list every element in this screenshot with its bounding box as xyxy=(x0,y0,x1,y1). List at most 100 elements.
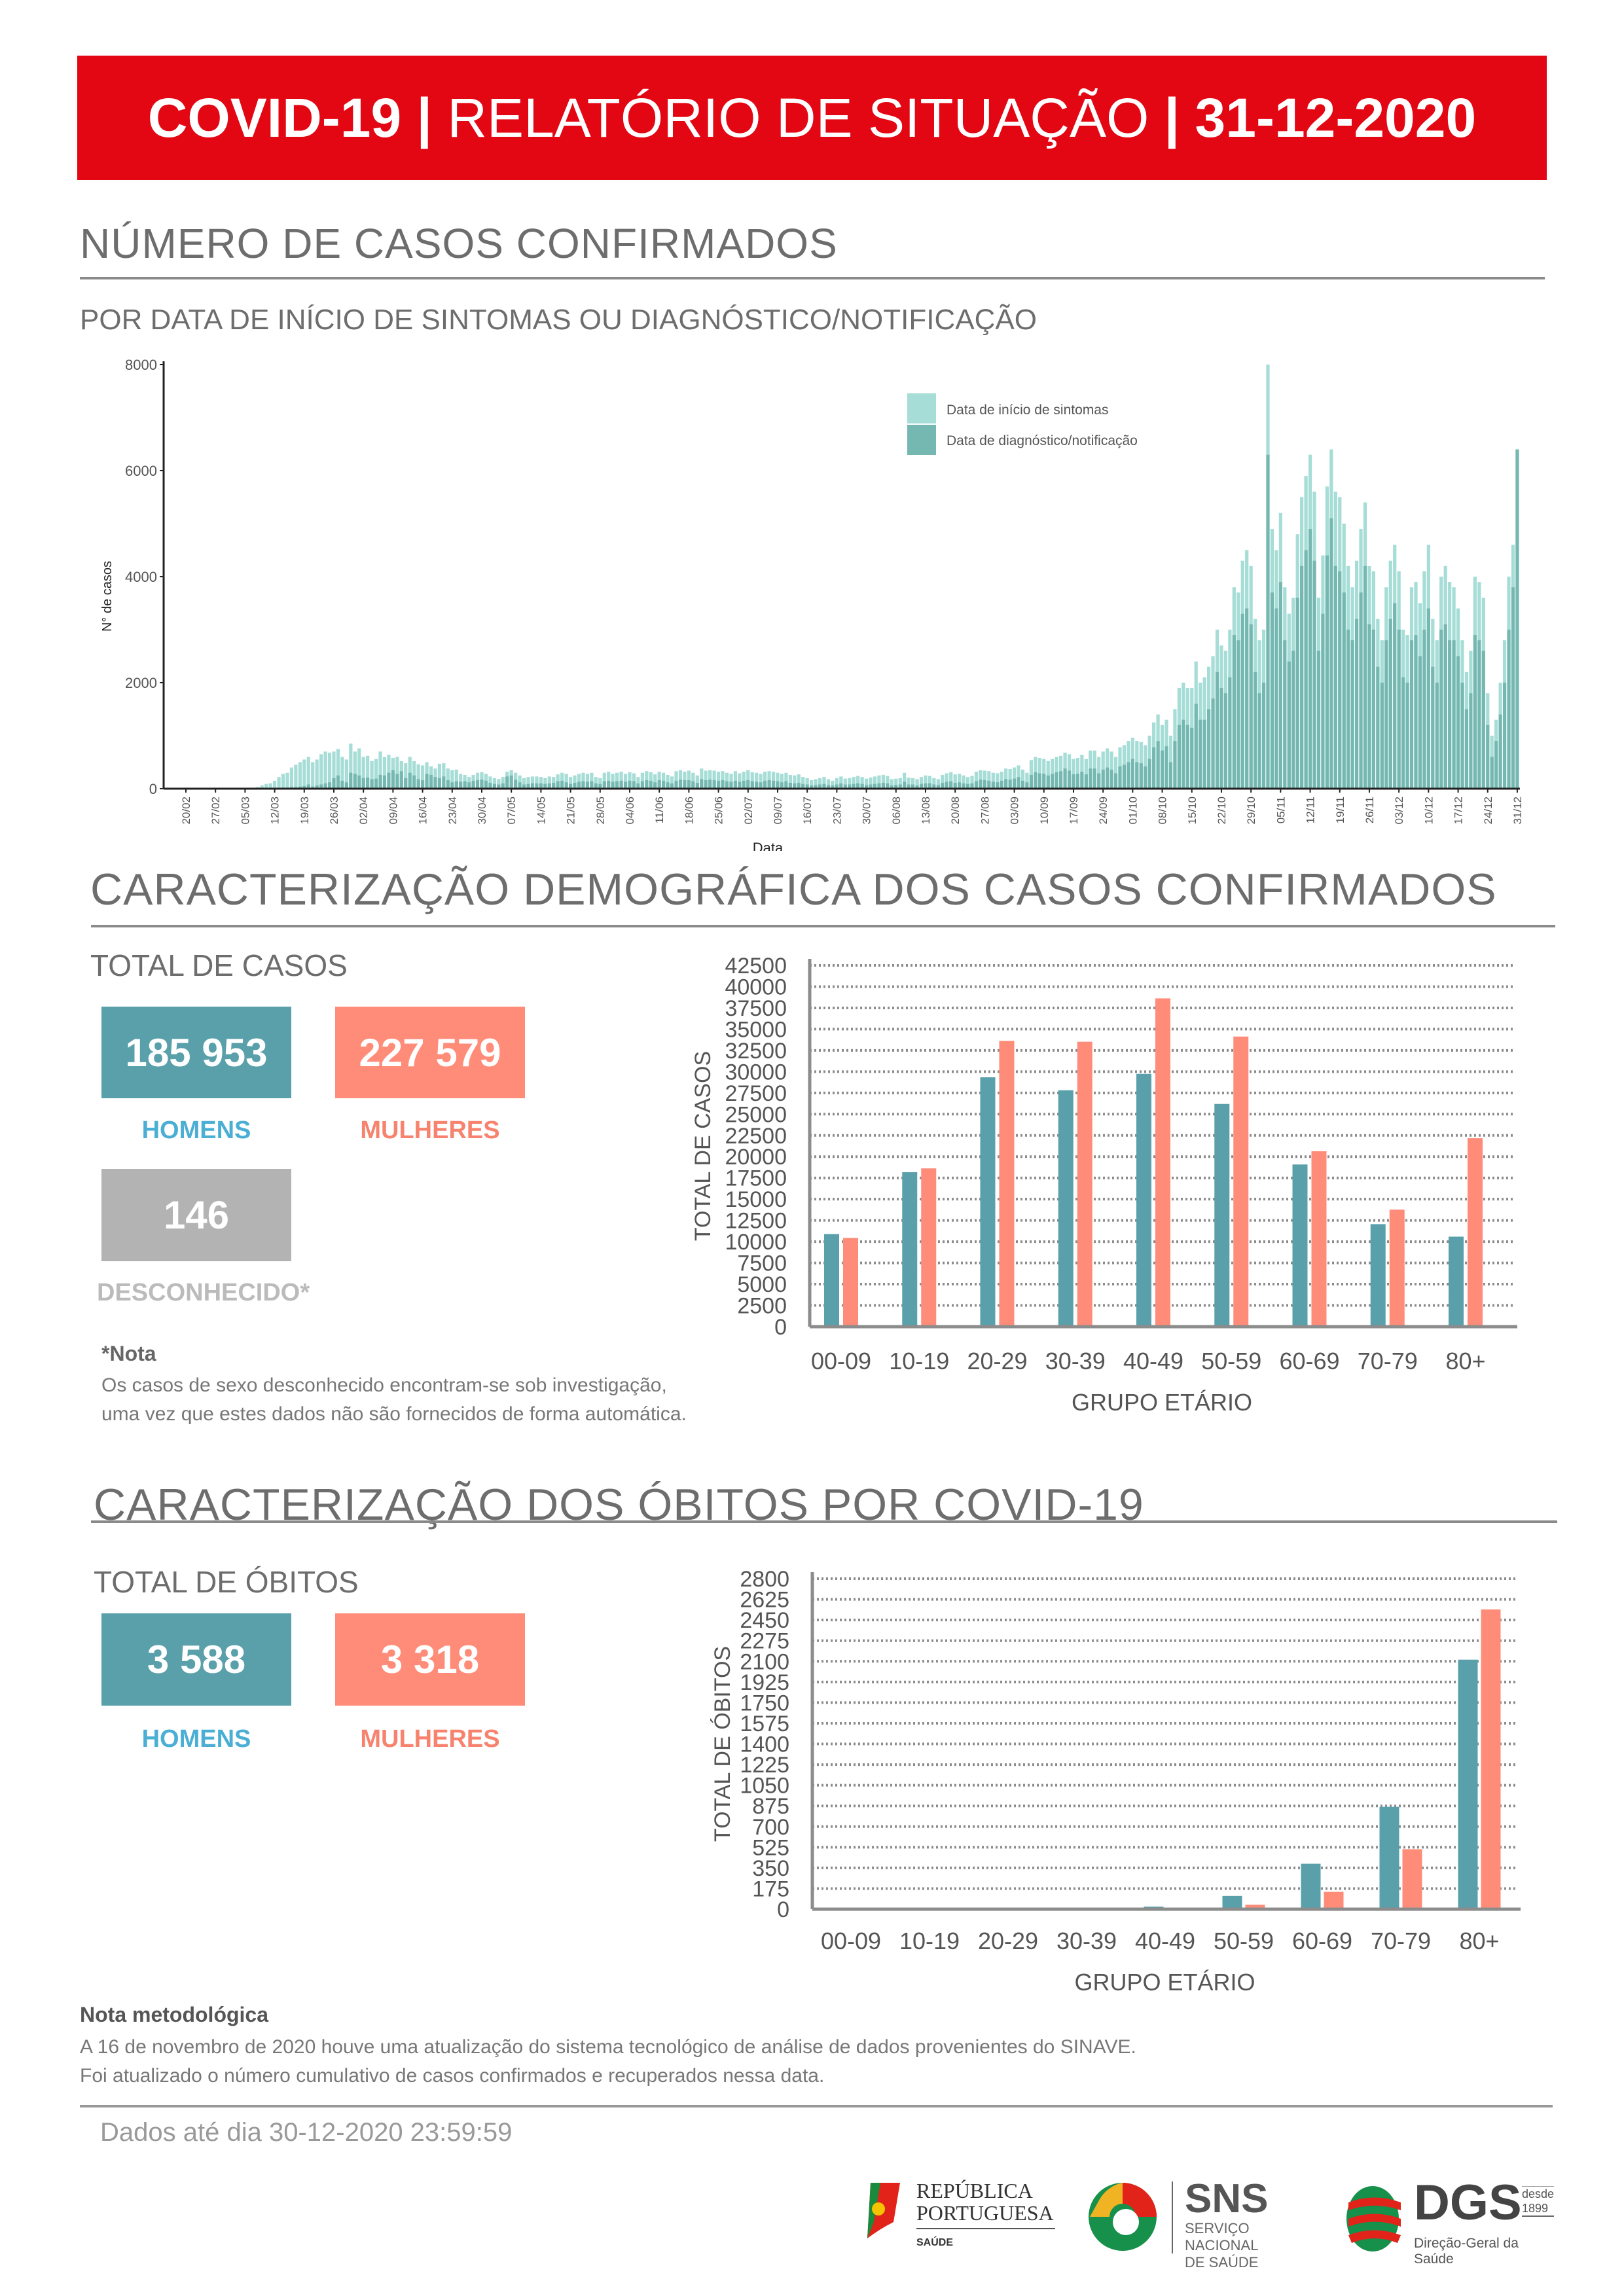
bar-symptom-onset xyxy=(497,779,501,789)
x-tick-label: 11/06 xyxy=(653,797,666,823)
bar-notification xyxy=(822,783,826,789)
bar-notification xyxy=(1046,775,1050,789)
bar-symptom-onset xyxy=(492,778,496,789)
bar-notification xyxy=(332,778,336,789)
y-tick-label: 2500 xyxy=(737,1294,787,1319)
bar-notification xyxy=(1168,762,1173,789)
bar-men xyxy=(980,1077,996,1327)
bar-notification xyxy=(1338,571,1342,789)
bar-symptom-onset xyxy=(552,777,556,789)
y-tick-label: 1400 xyxy=(740,1732,789,1757)
total-deaths-label: TOTAL DE ÓBITOS xyxy=(94,1565,359,1599)
x-tick-label: 21/05 xyxy=(565,797,577,825)
bar-notification xyxy=(1473,635,1477,789)
note-line: Os casos de sexo desconhecido encontram-… xyxy=(101,1374,667,1396)
bar-notification xyxy=(936,785,940,789)
x-tick-label: 31/12 xyxy=(1511,797,1524,825)
bar-symptom-onset xyxy=(822,777,826,789)
bar-symptom-onset xyxy=(1020,769,1025,789)
bar-men xyxy=(1458,1659,1478,1909)
bar-notification xyxy=(970,783,974,789)
bar-notification xyxy=(1245,608,1249,789)
bar-symptom-onset xyxy=(446,768,450,789)
bar-symptom-onset xyxy=(970,776,974,789)
bar-symptom-onset xyxy=(649,772,653,789)
bar-notification xyxy=(543,783,547,789)
x-tick-label: 29/10 xyxy=(1245,797,1257,825)
bar-symptom-onset xyxy=(598,778,602,789)
bar-symptom-onset xyxy=(818,778,822,789)
bar-men xyxy=(1222,1895,1242,1909)
bar-symptom-onset xyxy=(776,772,780,789)
bar-notification xyxy=(594,783,598,789)
bar-notification xyxy=(848,784,852,789)
bar-notification xyxy=(1371,630,1376,789)
bar-notification xyxy=(378,774,382,789)
bar-symptom-onset xyxy=(729,774,733,789)
bar-notification xyxy=(425,774,429,789)
bar-symptom-onset xyxy=(408,757,412,789)
bar-notification xyxy=(1481,651,1485,789)
bar-notification xyxy=(315,785,319,789)
bar-symptom-onset xyxy=(953,774,957,789)
bar-notification xyxy=(831,785,835,789)
bar-women xyxy=(1077,1041,1092,1327)
bar-women xyxy=(843,1238,858,1327)
bar-notification xyxy=(344,782,348,789)
bar-notification xyxy=(818,784,822,789)
y-tick-label: 20000 xyxy=(725,1145,787,1170)
bar-symptom-onset xyxy=(395,757,399,789)
bar-notification xyxy=(1084,774,1088,789)
bar-notification xyxy=(416,779,420,789)
bar-notification xyxy=(611,781,615,789)
bar-symptom-onset xyxy=(898,778,902,789)
bar-symptom-onset xyxy=(924,775,928,789)
bar-notification xyxy=(306,784,310,789)
x-axis-title: Data xyxy=(753,840,784,851)
bar-notification xyxy=(1101,769,1105,789)
x-tick-label: 30/07 xyxy=(861,797,873,825)
y-tick-label: 0 xyxy=(774,1315,787,1340)
y-tick-label: 700 xyxy=(752,1815,789,1840)
women-cases-value: 227 579 xyxy=(335,1007,525,1098)
bar-symptom-onset xyxy=(886,776,890,789)
bar-men xyxy=(1301,1863,1321,1909)
bar-symptom-onset xyxy=(573,775,577,789)
bar-symptom-onset xyxy=(1046,761,1050,789)
bar-notification xyxy=(1354,619,1359,789)
bar-notification xyxy=(1199,719,1202,789)
x-tick-label: 10-19 xyxy=(889,1348,949,1374)
bar-notification xyxy=(1502,683,1507,789)
bar-notification xyxy=(387,772,391,789)
bar-notification xyxy=(1185,725,1189,789)
bar-notification xyxy=(805,784,809,789)
x-tick-label: 20/08 xyxy=(949,797,962,825)
bar-notification xyxy=(1342,592,1346,789)
x-tick-label: 00-09 xyxy=(811,1348,871,1374)
bar-notification xyxy=(1051,774,1055,789)
divider xyxy=(80,277,1545,279)
bar-notification xyxy=(869,784,873,789)
bar-notification xyxy=(602,781,606,789)
bar-notification xyxy=(1000,780,1003,789)
logo-text: Direção-Geral da Saúde xyxy=(1414,2236,1519,2267)
bar-notification xyxy=(987,780,991,789)
bar-notification xyxy=(1206,709,1211,789)
bar-symptom-onset xyxy=(666,774,670,789)
bar-notification xyxy=(1515,449,1519,789)
x-tick-label: 70-79 xyxy=(1358,1348,1418,1374)
men-deaths-value: 3 588 xyxy=(101,1613,291,1706)
bar-notification xyxy=(1363,565,1367,789)
bar-women xyxy=(921,1168,937,1327)
x-tick-label: 80+ xyxy=(1445,1348,1485,1374)
bar-symptom-onset xyxy=(1017,765,1020,789)
bar-symptom-onset xyxy=(733,771,738,789)
bar-notification xyxy=(1042,774,1046,789)
y-tick-label: 17500 xyxy=(725,1166,787,1191)
bar-symptom-onset xyxy=(810,780,814,789)
bar-notification xyxy=(1300,565,1304,789)
bar-symptom-onset xyxy=(869,777,873,789)
bar-notification xyxy=(662,780,666,789)
bar-notification xyxy=(763,780,767,789)
bar-notification xyxy=(864,785,869,789)
